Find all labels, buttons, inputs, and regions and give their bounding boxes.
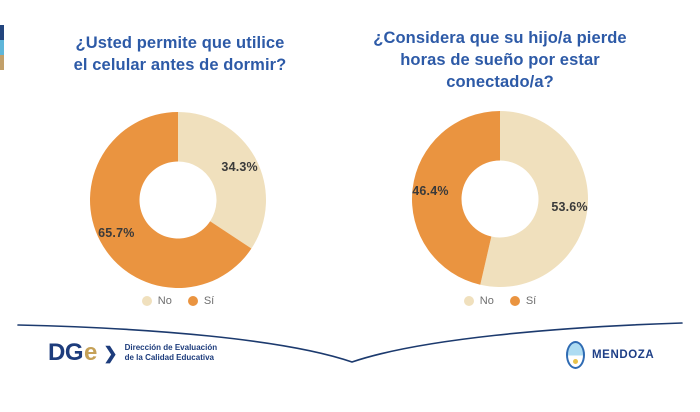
open-book-curve <box>17 322 683 363</box>
legend-label: No <box>157 295 172 307</box>
percent-label-si: 46.4% <box>412 184 449 199</box>
donut-chart-right: 53.6% 46.4% <box>410 109 590 289</box>
legend-swatch-icon <box>187 296 198 306</box>
mendoza-logo: MENDOZA <box>566 341 654 369</box>
percent-label-si: 65.7% <box>98 226 135 241</box>
dge-wordmark-e: e <box>84 339 98 366</box>
dge-chevron-icon: ❯ <box>103 343 118 363</box>
ribbon-segment-navy <box>0 25 4 40</box>
donut-svg <box>412 111 588 287</box>
chart-title-left: ¿Usted permite que utilice el celular an… <box>73 34 287 74</box>
legend-item-si: Sí <box>509 295 537 307</box>
legend-item-si: Sí <box>187 295 215 307</box>
mendoza-label: MENDOZA <box>592 349 655 361</box>
donut-slice-si <box>90 112 252 288</box>
legend-left: No Sí <box>88 295 268 307</box>
legend-right: No Sí <box>410 295 590 307</box>
legend-swatch-icon <box>463 296 474 306</box>
dge-logo: DG e ❯ Dirección de Evaluación de la Cal… <box>48 341 217 365</box>
legend-label: No <box>479 295 494 307</box>
ribbon-segment-lightblue <box>0 40 4 55</box>
donut-slice-si <box>412 111 500 285</box>
legend-item-no: No <box>141 295 172 307</box>
mendoza-crest-icon <box>566 341 585 369</box>
donut-slice-no <box>480 111 588 287</box>
donut-chart-left: 34.3% 65.7% <box>88 110 268 290</box>
legend-item-no: No <box>463 295 494 307</box>
chart-title-right: ¿Considera que su hijo/a pierde horas de… <box>373 29 627 91</box>
percent-label-no: 34.3% <box>221 159 258 174</box>
legend-label: Sí <box>525 295 537 307</box>
ribbon-segment-tan <box>0 55 4 70</box>
dge-wordmark-dg: DG <box>48 339 84 366</box>
donut-svg <box>90 112 266 288</box>
legend-swatch-icon <box>509 296 520 306</box>
donut-slice-no <box>178 112 266 249</box>
legend-label: Sí <box>203 295 215 307</box>
dge-caption: Dirección de Evaluación de la Calidad Ed… <box>124 342 218 362</box>
percent-label-no: 53.6% <box>551 199 588 214</box>
edge-ribbon <box>0 25 4 70</box>
legend-swatch-icon <box>141 296 152 306</box>
